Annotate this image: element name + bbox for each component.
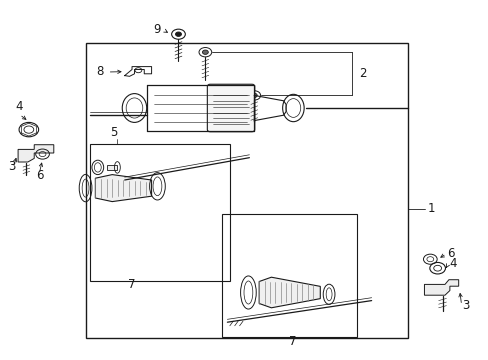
Text: 6: 6: [447, 247, 454, 260]
Text: 2: 2: [359, 67, 366, 80]
Text: 4: 4: [16, 100, 23, 113]
Circle shape: [175, 32, 181, 36]
Polygon shape: [18, 145, 54, 162]
Text: 7: 7: [288, 335, 296, 348]
Text: 3: 3: [8, 160, 15, 173]
Polygon shape: [95, 175, 151, 202]
Bar: [222, 214, 356, 337]
Bar: [90, 144, 229, 281]
Text: 1: 1: [427, 202, 434, 215]
Text: 4: 4: [448, 257, 455, 270]
Text: 3: 3: [462, 299, 469, 312]
FancyBboxPatch shape: [207, 84, 254, 132]
Bar: [85, 43, 407, 338]
Polygon shape: [259, 277, 320, 308]
Text: 7: 7: [128, 278, 136, 291]
Text: 5: 5: [110, 126, 117, 139]
Circle shape: [202, 50, 208, 54]
Circle shape: [251, 93, 257, 98]
Text: 8: 8: [96, 65, 103, 78]
Polygon shape: [424, 280, 458, 295]
Bar: [106, 165, 117, 170]
Text: 9: 9: [153, 23, 160, 36]
Text: 6: 6: [36, 169, 43, 182]
